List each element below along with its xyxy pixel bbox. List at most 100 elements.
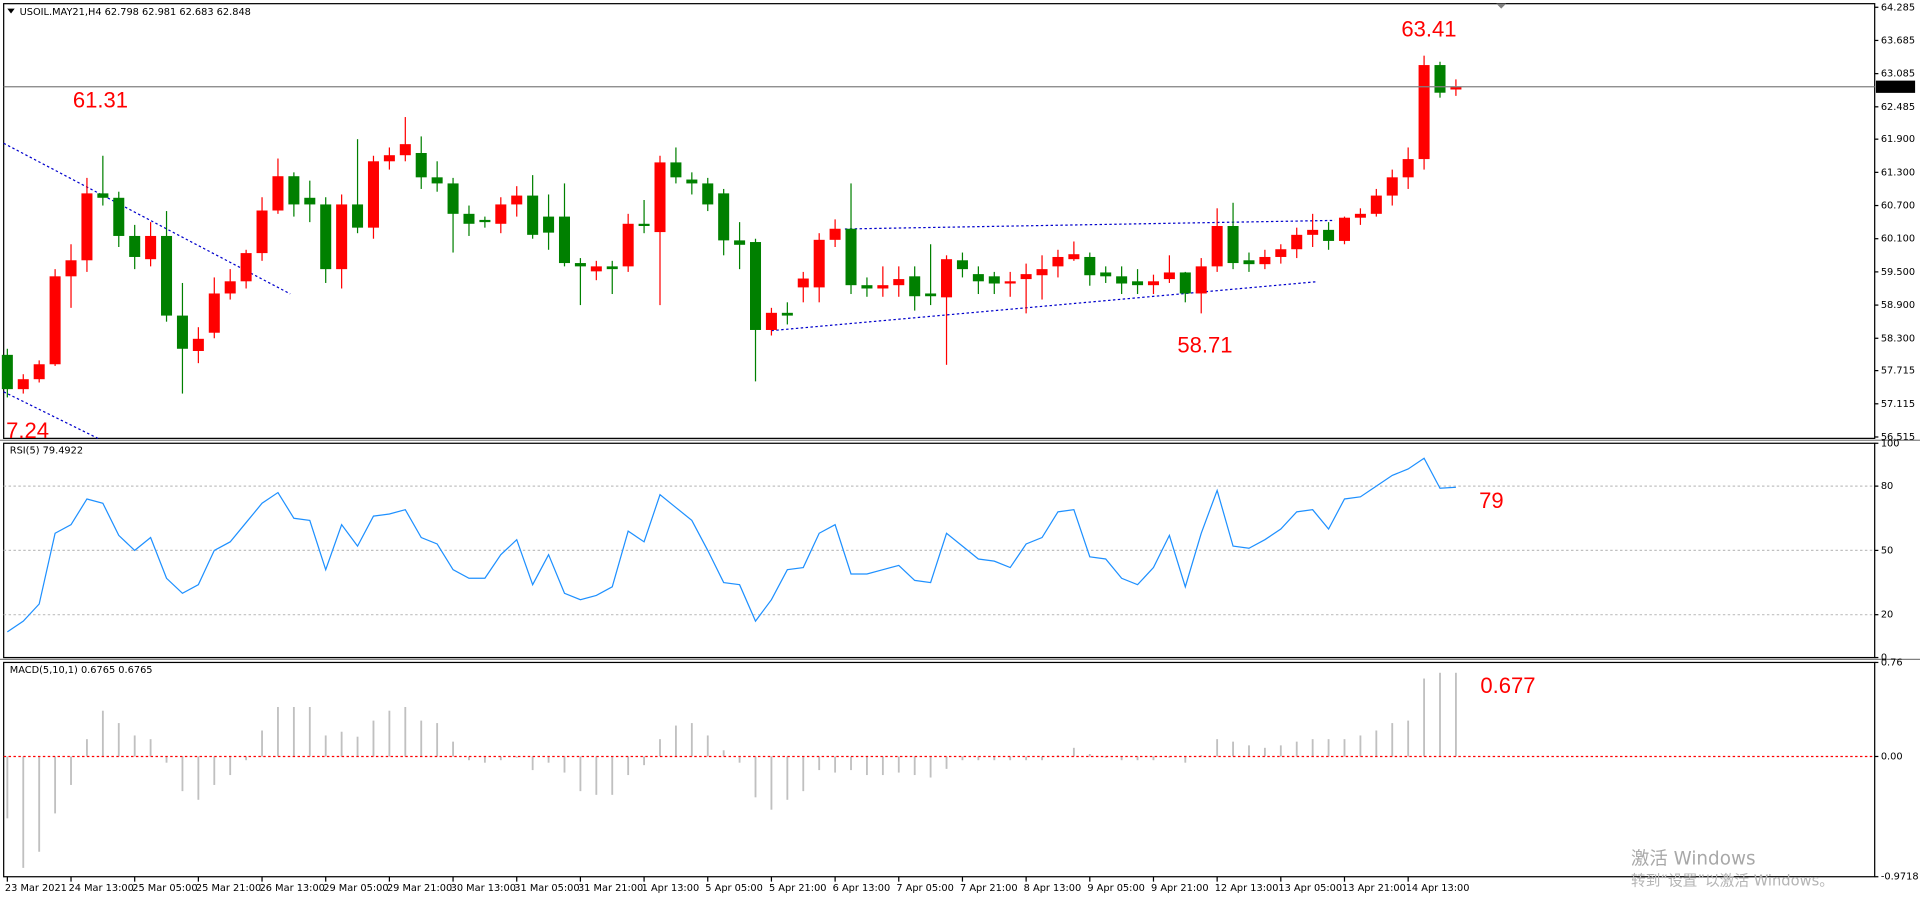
x-tick-label: 30 Mar 13:00: [451, 883, 516, 894]
x-tick-label: 14 Apr 13:00: [1406, 883, 1470, 894]
candle-body: [304, 197, 316, 205]
candle-body: [686, 179, 698, 184]
candle-body: [1243, 260, 1255, 265]
candle-body: [1450, 86, 1462, 90]
candle-body: [224, 281, 236, 294]
candle-body: [161, 235, 173, 316]
candle-body: [718, 193, 730, 241]
candle-body: [447, 183, 459, 214]
candle-body: [1291, 234, 1303, 250]
candle-body: [925, 293, 937, 297]
x-tick-label: 9 Apr 21:00: [1151, 883, 1209, 894]
candle-body: [606, 266, 618, 270]
y-tick-label: 59.500: [1881, 267, 1915, 278]
last-price-box: [1875, 80, 1916, 93]
candle-body: [511, 195, 523, 205]
annotation: 79: [1479, 488, 1504, 513]
candle-body: [988, 276, 1000, 284]
candle-body: [590, 266, 602, 272]
candle-body: [702, 183, 714, 205]
candle-body: [256, 210, 268, 254]
annotation: 58.71: [1177, 332, 1232, 357]
candle-body: [49, 276, 61, 365]
candle-body: [145, 235, 157, 260]
candle-body: [192, 338, 204, 351]
rsi-title: RSI(5) 79.4922: [10, 446, 83, 457]
x-tick-label: 29 Mar 05:00: [323, 883, 388, 894]
macd-title: MACD(5,10,1) 0.6765 0.6765: [10, 665, 153, 676]
macd-panel: [3, 661, 1876, 878]
y-tick-label: 0: [1881, 653, 1887, 664]
candle-body: [495, 204, 507, 224]
candle-body: [1163, 272, 1175, 280]
x-tick-label: 24 Mar 13:00: [69, 883, 134, 894]
y-tick-label: 64.285: [1881, 2, 1915, 13]
y-tick-label: 58.300: [1881, 333, 1915, 344]
candle-body: [527, 195, 539, 235]
candle-body: [622, 223, 634, 267]
candle-body: [479, 219, 491, 223]
candle-body: [1068, 254, 1080, 260]
candle-body: [240, 253, 252, 282]
candle-body: [1323, 229, 1335, 241]
candle-body: [1036, 269, 1048, 276]
candle-body: [431, 177, 443, 184]
candle-body: [33, 364, 45, 380]
candle-body: [861, 285, 873, 289]
candle-body: [558, 216, 570, 264]
annotation: 7.24: [6, 418, 49, 443]
candle-body: [574, 263, 586, 267]
candle-body: [781, 312, 793, 316]
candle-body: [1004, 281, 1016, 284]
candle-body: [415, 152, 427, 178]
candle-body: [176, 315, 188, 349]
candle-body: [1179, 272, 1191, 294]
x-tick-label: 23 Mar 2021: [5, 883, 67, 894]
y-tick-label: 20: [1881, 610, 1893, 621]
y-tick-label: 61.900: [1881, 134, 1915, 145]
x-tick-label: 8 Apr 13:00: [1024, 883, 1082, 894]
y-tick-label: 57.715: [1881, 366, 1915, 377]
last-price-label: 62.848: [1880, 82, 1914, 93]
candle-body: [941, 259, 953, 298]
annotation: 61.31: [73, 87, 128, 112]
x-tick-label: 13 Apr 21:00: [1342, 883, 1406, 894]
candle-body: [734, 240, 746, 245]
candle-body: [765, 312, 777, 330]
dropdown-icon[interactable]: [7, 8, 15, 14]
y-tick-label: 60.700: [1881, 201, 1915, 212]
candle-body: [1227, 225, 1239, 264]
candle-body: [543, 216, 555, 233]
y-tick-label: 58.900: [1881, 300, 1915, 311]
x-tick-label: 13 Apr 05:00: [1278, 883, 1342, 894]
trend-line: [844, 219, 1335, 230]
candle-body: [845, 228, 857, 286]
candle-body: [113, 197, 125, 236]
candle-body: [1307, 229, 1319, 235]
candle-body: [1338, 217, 1350, 241]
y-tick-label: 60.100: [1881, 234, 1915, 245]
watermark-title: 激活 Windows: [1631, 849, 1756, 870]
y-tick-label: 100: [1881, 438, 1900, 449]
candle-body: [97, 193, 109, 198]
candle-body: [797, 278, 809, 288]
x-tick-label: 29 Mar 21:00: [387, 883, 452, 894]
trend-line: [771, 281, 1318, 332]
y-tick-label: 50: [1881, 545, 1893, 556]
watermark-subtitle: 转到“设置”以激活 Windows。: [1631, 873, 1834, 890]
y-tick-label: 57.115: [1881, 399, 1915, 410]
candle-body: [1402, 159, 1414, 178]
annotation: 0.677: [1480, 673, 1535, 698]
x-tick-label: 7 Apr 21:00: [960, 883, 1018, 894]
rsi-line: [7, 457, 1456, 633]
y-tick-label: 63.085: [1881, 69, 1915, 80]
candle-body: [654, 162, 666, 233]
candle-body: [81, 193, 93, 261]
candle-body: [893, 279, 905, 286]
candle-body: [1116, 276, 1128, 284]
candle-body: [1370, 195, 1382, 214]
candle-body: [65, 260, 77, 277]
candle-body: [1, 354, 13, 390]
